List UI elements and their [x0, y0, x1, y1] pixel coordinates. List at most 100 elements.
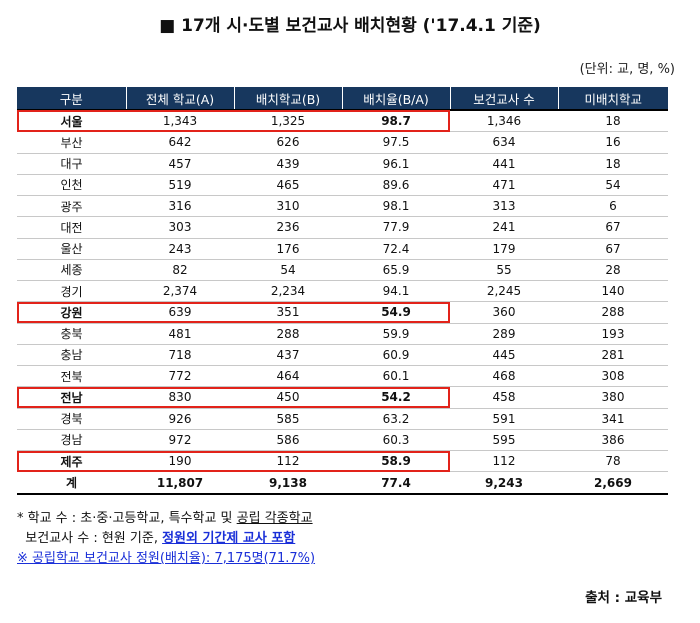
placed-schools-cell: 351: [234, 301, 342, 324]
teacher-count-cell: 591: [450, 408, 558, 430]
placement-rate-cell: 58.9: [342, 450, 450, 473]
placed-schools-cell: 288: [234, 323, 342, 345]
teacher-count-cell: 468: [450, 365, 558, 388]
table-row: 대전 303 236 77.9 241 67: [17, 216, 668, 239]
footnote-teacher-count-text: 보건교사 수 : 현원 기준,: [17, 531, 163, 546]
unplaced-schools-cell: 288: [558, 301, 668, 324]
placed-schools-cell: 439: [234, 153, 342, 175]
table-row: 대구 457 439 96.1 441 18: [17, 153, 668, 175]
placed-schools-cell: 626: [234, 131, 342, 154]
placement-rate-cell: 63.2: [342, 408, 450, 430]
footnote-school-count-underlined: 공립 각종학교: [236, 511, 313, 526]
placed-schools-cell: 586: [234, 429, 342, 452]
table-row: 인천 519 465 89.6 471 54: [17, 174, 668, 197]
total-placed-schools-cell: 9,138: [234, 471, 342, 496]
region-cell: 부산: [17, 131, 126, 154]
source-credit: 출처 : 교육부: [585, 590, 662, 606]
region-cell: 대구: [17, 153, 126, 175]
total-unplaced-schools-cell: 2,669: [558, 471, 668, 496]
table-row: 세종 82 54 65.9 55 28: [17, 259, 668, 282]
placed-schools-cell: 1,325: [234, 110, 342, 133]
unit-label: (단위: 교, 명, %): [579, 62, 675, 77]
total-schools-cell: 642: [126, 131, 234, 154]
placement-rate-cell: 72.4: [342, 238, 450, 260]
total-schools-cell: 481: [126, 323, 234, 345]
teacher-count-cell: 441: [450, 153, 558, 175]
table-row: 서울 1,343 1,325 98.7 1,346 18: [17, 110, 668, 133]
region-cell: 충북: [17, 323, 126, 345]
placement-rate-cell: 60.1: [342, 365, 450, 388]
unplaced-schools-cell: 78: [558, 450, 668, 473]
placement-rate-cell: 59.9: [342, 323, 450, 345]
unplaced-schools-cell: 18: [558, 110, 668, 133]
placed-schools-cell: 465: [234, 174, 342, 197]
total-schools-cell: 972: [126, 429, 234, 452]
unplaced-schools-cell: 6: [558, 195, 668, 218]
table-row: 전남 830 450 54.2 458 380: [17, 386, 668, 409]
placed-schools-cell: 112: [234, 450, 342, 473]
unplaced-schools-cell: 193: [558, 323, 668, 345]
column-header-total-schools: 전체 학교(A): [125, 87, 234, 110]
footnote-school-count: * 학교 수 : 초·중·고등학교, 특수학교 및 공립 각종학교: [17, 509, 315, 529]
placed-schools-cell: 2,234: [234, 280, 342, 303]
placement-rate-cell: 54.2: [342, 386, 450, 409]
teacher-count-cell: 179: [450, 238, 558, 260]
placement-rate-cell: 77.9: [342, 216, 450, 239]
table-row: 경기 2,374 2,234 94.1 2,245 140: [17, 280, 668, 303]
region-cell: 대전: [17, 216, 126, 239]
placement-rate-cell: 54.9: [342, 301, 450, 324]
unplaced-schools-cell: 67: [558, 216, 668, 239]
placement-rate-cell: 60.9: [342, 344, 450, 367]
footnote-teacher-count: 보건교사 수 : 현원 기준, 정원외 기간제 교사 포함: [17, 529, 315, 549]
total-schools-cell: 190: [126, 450, 234, 473]
region-cell: 전북: [17, 365, 126, 388]
placed-schools-cell: 585: [234, 408, 342, 430]
teacher-count-cell: 313: [450, 195, 558, 218]
placement-rate-cell: 98.1: [342, 195, 450, 218]
total-total-schools-cell: 11,807: [126, 471, 234, 496]
teacher-count-cell: 360: [450, 301, 558, 324]
unplaced-schools-cell: 140: [558, 280, 668, 303]
total-schools-cell: 82: [126, 259, 234, 282]
table-row: 강원 639 351 54.9 360 288: [17, 301, 668, 324]
column-header-placed-schools: 배치학교(B): [233, 87, 342, 110]
unplaced-schools-cell: 308: [558, 365, 668, 388]
unplaced-schools-cell: 67: [558, 238, 668, 260]
region-cell: 세종: [17, 259, 126, 282]
table-total-row: 계 11,807 9,138 77.4 9,243 2,669: [17, 471, 668, 496]
unplaced-schools-cell: 54: [558, 174, 668, 197]
table-row: 제주 190 112 58.9 112 78: [17, 450, 668, 473]
total-placement-rate-cell: 77.4: [342, 471, 450, 496]
footnote-quota: ※ 공립학교 보건교사 정원(배치율): 7,175명(71.7%): [17, 551, 316, 566]
teacher-count-cell: 241: [450, 216, 558, 239]
region-cell: 경기: [17, 280, 126, 303]
teacher-count-cell: 471: [450, 174, 558, 197]
unplaced-schools-cell: 380: [558, 386, 668, 409]
teacher-count-cell: 289: [450, 323, 558, 345]
region-cell: 인천: [17, 174, 126, 197]
total-schools-cell: 457: [126, 153, 234, 175]
teacher-count-cell: 634: [450, 131, 558, 154]
footnote-teacher-count-emphasis: 정원외 기간제 교사 포함: [162, 531, 296, 546]
region-cell: 경남: [17, 429, 126, 452]
teacher-count-cell: 55: [450, 259, 558, 282]
total-schools-cell: 718: [126, 344, 234, 367]
placed-schools-cell: 437: [234, 344, 342, 367]
region-cell: 강원: [17, 301, 126, 324]
region-cell: 전남: [17, 386, 126, 409]
column-header-placement-rate: 배치율(B/A): [341, 87, 450, 110]
unplaced-schools-cell: 341: [558, 408, 668, 430]
table-row: 충북 481 288 59.9 289 193: [17, 323, 668, 345]
placement-rate-cell: 94.1: [342, 280, 450, 303]
unplaced-schools-cell: 281: [558, 344, 668, 367]
placed-schools-cell: 236: [234, 216, 342, 239]
unplaced-schools-cell: 18: [558, 153, 668, 175]
teacher-count-cell: 112: [450, 450, 558, 473]
total-schools-cell: 243: [126, 238, 234, 260]
teacher-count-cell: 445: [450, 344, 558, 367]
region-cell: 서울: [17, 110, 126, 133]
placed-schools-cell: 176: [234, 238, 342, 260]
total-schools-cell: 316: [126, 195, 234, 218]
table-row: 경남 972 586 60.3 595 386: [17, 429, 668, 452]
placed-schools-cell: 450: [234, 386, 342, 409]
